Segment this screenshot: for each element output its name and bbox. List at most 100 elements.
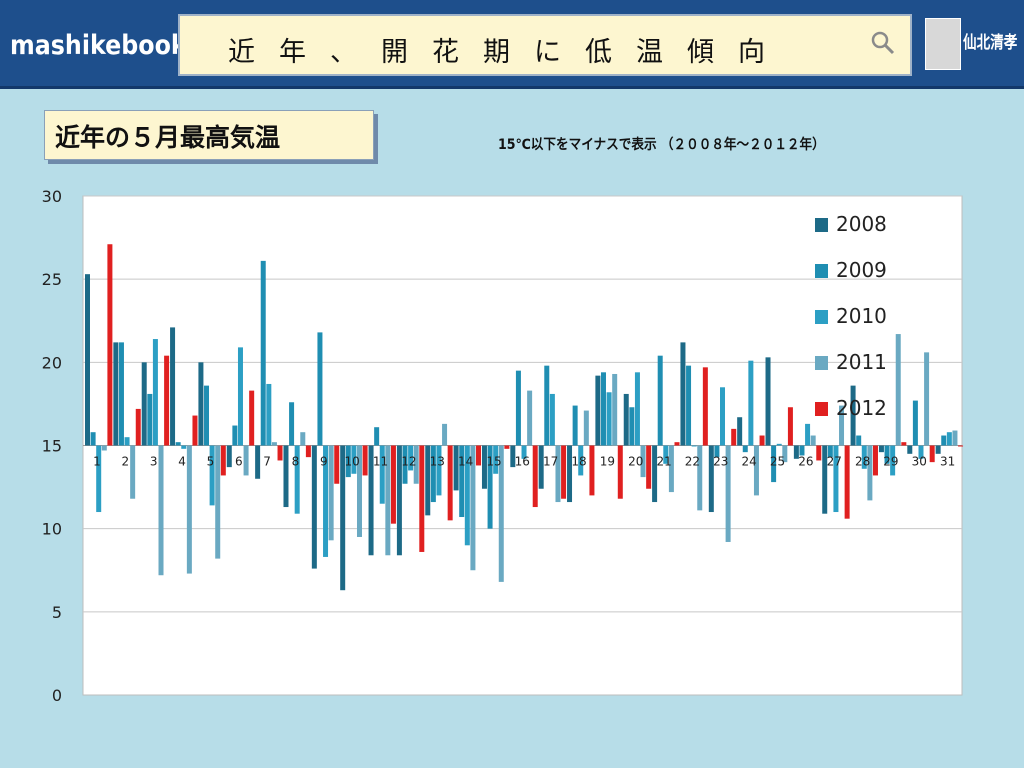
x-tick-label: 17 [543, 455, 558, 469]
y-tick-label: 30 [42, 187, 62, 206]
bar-2010-day-16 [521, 445, 527, 459]
bar-2010-day-7 [266, 383, 272, 446]
search-icon[interactable] [870, 30, 896, 56]
bar-2011-day-12 [413, 445, 419, 484]
x-tick-label: 11 [373, 455, 388, 469]
x-tick-label: 23 [713, 455, 728, 469]
bar-2008-day-15 [481, 445, 487, 489]
chart-note: 15℃以下をマイナスで表示 （２００８年～２０１２年） [498, 137, 825, 153]
bar-2009-day-13 [430, 445, 436, 503]
x-tick-label: 19 [600, 455, 615, 469]
x-tick-label: 2 [122, 455, 130, 469]
bar-2008-day-6 [226, 445, 232, 468]
bar-2008-day-21 [652, 445, 658, 503]
author-name: 仙北清孝 [963, 33, 1018, 53]
bar-2008-day-9 [311, 445, 317, 569]
subtitle-text: 近年の５月最高気温 [55, 123, 281, 152]
bar-2009-day-21 [657, 355, 663, 446]
bar-2008-day-23 [708, 445, 714, 513]
bar-2011-day-19 [612, 373, 618, 446]
bar-2010-day-5 [209, 445, 215, 506]
y-tick-label: 5 [52, 603, 62, 622]
bar-2009-day-18 [572, 405, 578, 446]
bar-2012-day-8 [305, 445, 311, 458]
bar-2008-day-4 [170, 327, 176, 446]
bar-2008-day-8 [283, 445, 289, 508]
bar-2011-day-29 [895, 334, 901, 446]
bar-2010-day-21 [663, 445, 669, 464]
bar-2008-day-26 [793, 445, 799, 459]
bar-2012-day-11 [390, 445, 396, 524]
x-tick-label: 10 [345, 455, 360, 469]
x-tick-label: 12 [401, 455, 416, 469]
bar-2008-day-12 [396, 445, 402, 556]
bar-2008-day-30 [907, 445, 913, 454]
bar-2010-day-24 [748, 360, 754, 446]
x-tick-label: 20 [628, 455, 643, 469]
bar-2012-day-28 [872, 445, 878, 476]
bar-2008-day-18 [567, 445, 573, 503]
x-tick-label: 6 [235, 455, 243, 469]
header-bar: mashikebook 近年、開花期に低温傾向 仙北清孝 [0, 0, 1024, 89]
bar-2010-day-3 [152, 339, 158, 446]
legend-swatch-2009 [815, 264, 828, 278]
x-tick-label: 25 [770, 455, 785, 469]
bar-2010-day-18 [578, 445, 584, 476]
bar-2011-day-21 [668, 445, 674, 493]
bar-2012-day-20 [646, 445, 652, 489]
x-tick-label: 9 [320, 455, 328, 469]
bar-2011-day-20 [640, 445, 646, 478]
bar-2009-day-20 [629, 407, 635, 446]
bar-2008-day-7 [255, 445, 261, 479]
bar-2010-day-26 [805, 423, 811, 446]
bar-2012-day-12 [419, 445, 425, 552]
bar-2008-day-13 [425, 445, 431, 516]
bar-2008-day-1 [85, 274, 90, 446]
x-tick-label: 5 [207, 455, 215, 469]
bar-2011-day-23 [725, 445, 731, 542]
title-box: 近年、開花期に低温傾向 [178, 14, 912, 76]
bar-2011-day-3 [158, 445, 164, 576]
bar-2011-day-2 [130, 445, 136, 499]
bar-2012-day-1 [107, 244, 113, 446]
bar-2011-day-25 [782, 445, 788, 463]
x-tick-label: 14 [458, 455, 473, 469]
bar-2012-day-26 [816, 445, 822, 461]
legend-swatch-2012 [815, 402, 828, 416]
bar-2009-day-2 [118, 342, 124, 446]
bar-2009-day-15 [487, 445, 493, 529]
bar-2012-day-14 [476, 445, 482, 466]
x-tick-label: 8 [292, 455, 300, 469]
bar-2012-day-21 [674, 442, 680, 446]
bar-2008-day-5 [198, 362, 204, 446]
bar-2009-day-26 [799, 445, 805, 456]
bar-2009-day-22 [686, 365, 692, 446]
x-tick-label: 15 [486, 455, 501, 469]
bar-2011-day-30 [924, 352, 930, 446]
bar-2012-day-6 [249, 390, 255, 446]
bar-2011-day-15 [498, 445, 504, 582]
bar-2010-day-30 [918, 445, 924, 459]
bar-2012-day-24 [759, 435, 765, 446]
bar-2011-day-11 [385, 445, 391, 556]
x-tick-label: 4 [178, 455, 186, 469]
bar-2009-day-25 [771, 445, 777, 483]
x-tick-label: 29 [883, 455, 898, 469]
x-tick-label: 21 [656, 455, 671, 469]
bar-2012-day-7 [277, 445, 283, 461]
bar-2008-day-16 [510, 445, 516, 468]
site-logo[interactable]: mashikebook [10, 30, 187, 61]
bar-2008-day-25 [765, 357, 771, 446]
x-tick-label: 1 [93, 455, 101, 469]
bar-2011-day-9 [328, 445, 334, 541]
bar-2011-day-18 [583, 410, 589, 446]
legend-swatch-2010 [815, 310, 828, 324]
bar-2011-day-10 [356, 445, 362, 537]
bar-2010-day-25 [776, 443, 782, 446]
bar-2011-day-27 [839, 405, 845, 446]
bar-2012-day-29 [901, 442, 907, 446]
bar-2009-day-31 [941, 435, 947, 446]
bar-2008-day-19 [595, 375, 601, 446]
bar-2011-day-17 [555, 445, 561, 503]
bar-2008-day-20 [623, 393, 629, 446]
